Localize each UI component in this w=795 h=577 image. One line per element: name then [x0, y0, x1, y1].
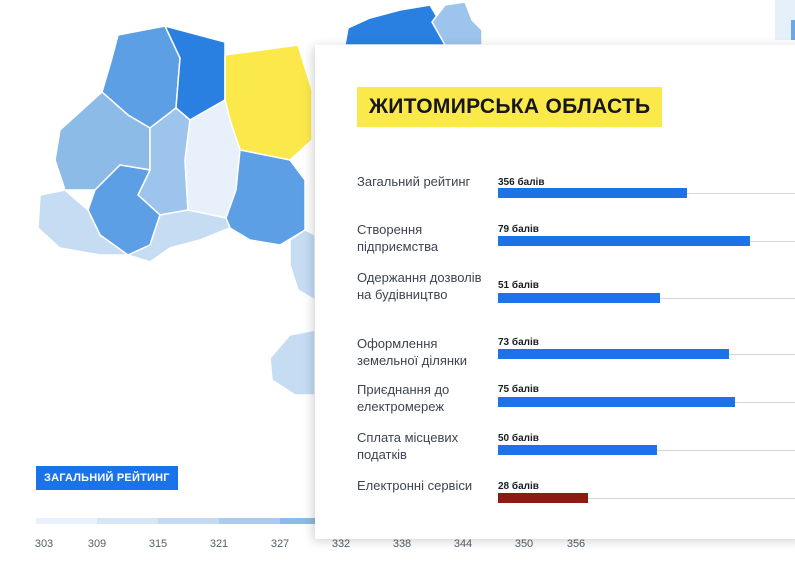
legend-tick-labels: 303 309 315 321 327 332 338 344 350 356 [0, 538, 600, 554]
legend-tick: 344 [453, 538, 473, 550]
region-info-panel: ЖИТОМИРСЬКА ОБЛАСТЬ Загальний рейтинг 356… [315, 45, 795, 539]
legend-tick: 338 [392, 538, 412, 550]
map-region-chernivtsi[interactable] [289, 229, 316, 302]
legend-tick: 356 [566, 538, 586, 550]
metric-bar [498, 397, 735, 407]
legend-swatch [97, 518, 158, 524]
metric-bar [498, 493, 588, 503]
metric-bar [498, 349, 729, 359]
metric-score: 50 балів [498, 433, 539, 444]
map-region-chernihiv[interactable] [344, 4, 446, 46]
metric-label: Сплата місцевих податків [357, 430, 459, 462]
metric-label: Електронні сервіси [357, 478, 473, 493]
map-region-vinnytsia[interactable] [225, 149, 306, 246]
metric-bar [498, 188, 687, 198]
metric-label: Одержання дозволів на будівництво [357, 270, 482, 302]
region-title: ЖИТОМИРСЬКА ОБЛАСТЬ [357, 87, 663, 127]
metric-score: 28 балів [498, 481, 539, 492]
legend-tick: 327 [270, 538, 290, 550]
map-region-odesa[interactable] [269, 329, 316, 396]
metric-score: 51 балів [498, 280, 539, 291]
metric-track [498, 498, 795, 499]
legend-swatch [280, 518, 341, 524]
edge-region-fragment [775, 0, 795, 40]
legend-color-scale [36, 518, 341, 524]
metric-bar [498, 236, 750, 246]
legend-swatch [219, 518, 280, 524]
legend-title: ЗАГАЛЬНИЙ РЕЙТИНГ [36, 466, 178, 490]
metric-label: Створення підприємства [357, 222, 439, 254]
metric-bar [498, 445, 657, 455]
metric-label: Приєднання до електромереж [357, 382, 450, 414]
legend-swatch [36, 518, 97, 524]
metric-bar [498, 293, 660, 303]
metric-label: Загальний рейтинг [357, 174, 471, 189]
legend-tick: 321 [209, 538, 229, 550]
metric-score: 356 балів [498, 177, 545, 188]
metric-score: 73 балів [498, 337, 539, 348]
legend-swatch [158, 518, 219, 524]
map-region-ivano-frankivsk[interactable] [125, 209, 231, 263]
metric-label: Оформлення земельної ділянки [357, 336, 467, 368]
legend-tick: 309 [87, 538, 107, 550]
metric-score: 75 балів [498, 384, 539, 395]
legend-tick: 315 [148, 538, 168, 550]
metric-score: 79 балів [498, 224, 539, 235]
legend-tick: 303 [34, 538, 54, 550]
legend-tick: 332 [331, 538, 351, 550]
legend-tick: 350 [514, 538, 534, 550]
